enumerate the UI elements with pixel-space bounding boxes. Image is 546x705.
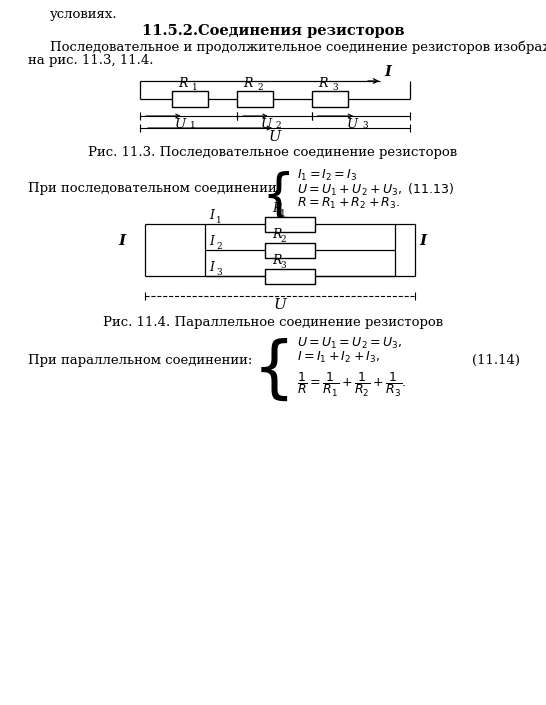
Text: 1: 1 bbox=[189, 121, 195, 130]
Text: R: R bbox=[244, 77, 253, 90]
Text: условиях.: условиях. bbox=[50, 8, 117, 21]
Text: R: R bbox=[179, 77, 188, 90]
Text: I: I bbox=[209, 209, 214, 222]
Bar bbox=[265, 216, 315, 231]
Text: 2: 2 bbox=[276, 121, 281, 130]
Text: I: I bbox=[118, 234, 125, 248]
Text: {: { bbox=[252, 338, 295, 404]
Text: 11.5.2.Соединения резисторов: 11.5.2.Соединения резисторов bbox=[142, 24, 404, 38]
Text: $U = U_1 = U_2 = U_3,$: $U = U_1 = U_2 = U_3,$ bbox=[297, 336, 402, 351]
Text: $R = R_1 + R_2 + R_3.$: $R = R_1 + R_2 + R_3.$ bbox=[297, 196, 400, 211]
Text: 2: 2 bbox=[257, 83, 263, 92]
Text: Рис. 11.3. Последовательное соединение резисторов: Рис. 11.3. Последовательное соединение р… bbox=[88, 146, 458, 159]
Text: U: U bbox=[347, 118, 358, 131]
Text: R: R bbox=[272, 228, 281, 242]
Bar bbox=[172, 91, 208, 107]
Text: R: R bbox=[272, 202, 281, 216]
Bar bbox=[237, 91, 273, 107]
Text: 2: 2 bbox=[280, 235, 286, 243]
Text: на рис. 11.3, 11.4.: на рис. 11.3, 11.4. bbox=[28, 54, 153, 67]
Text: R: R bbox=[319, 77, 328, 90]
Text: 3: 3 bbox=[362, 121, 367, 130]
Text: U: U bbox=[269, 130, 281, 144]
Text: $\dfrac{1}{R} = \dfrac{1}{R_1} + \dfrac{1}{R_2} + \dfrac{1}{R_3}.$: $\dfrac{1}{R} = \dfrac{1}{R_1} + \dfrac{… bbox=[297, 371, 406, 399]
Text: $I = I_1 + I_2 + I_3,$: $I = I_1 + I_2 + I_3,$ bbox=[297, 350, 380, 365]
Text: I: I bbox=[419, 234, 426, 248]
Bar bbox=[312, 91, 348, 107]
Text: Последовательное и продолжительное соединение резисторов изображены: Последовательное и продолжительное соеди… bbox=[50, 41, 546, 54]
Text: I: I bbox=[384, 65, 391, 79]
Text: $U = U_1 + U_2 + U_3,\ (11.13)$: $U = U_1 + U_2 + U_3,\ (11.13)$ bbox=[297, 182, 454, 198]
Text: 1: 1 bbox=[192, 83, 198, 92]
Text: I: I bbox=[209, 261, 214, 274]
Text: U: U bbox=[174, 118, 186, 131]
Text: 2: 2 bbox=[216, 242, 222, 251]
Text: U: U bbox=[260, 118, 271, 131]
Text: $I_1 = I_2 = I_3$: $I_1 = I_2 = I_3$ bbox=[297, 168, 358, 183]
Text: {: { bbox=[262, 171, 295, 223]
Text: 3: 3 bbox=[332, 83, 337, 92]
Text: R: R bbox=[272, 255, 281, 267]
Bar bbox=[265, 243, 315, 257]
Text: I: I bbox=[209, 235, 214, 248]
Text: U: U bbox=[274, 298, 287, 312]
Text: 3: 3 bbox=[280, 261, 286, 269]
Bar bbox=[265, 269, 315, 283]
Text: (11.14): (11.14) bbox=[472, 354, 520, 367]
Text: 3: 3 bbox=[216, 268, 222, 277]
Text: При последовательном соединении:: При последовательном соединении: bbox=[28, 182, 281, 195]
Text: 1: 1 bbox=[280, 209, 286, 218]
Text: 1: 1 bbox=[216, 216, 222, 225]
Text: При параллельном соединении:: При параллельном соединении: bbox=[28, 354, 252, 367]
Text: Рис. 11.4. Параллельное соединение резисторов: Рис. 11.4. Параллельное соединение резис… bbox=[103, 316, 443, 329]
